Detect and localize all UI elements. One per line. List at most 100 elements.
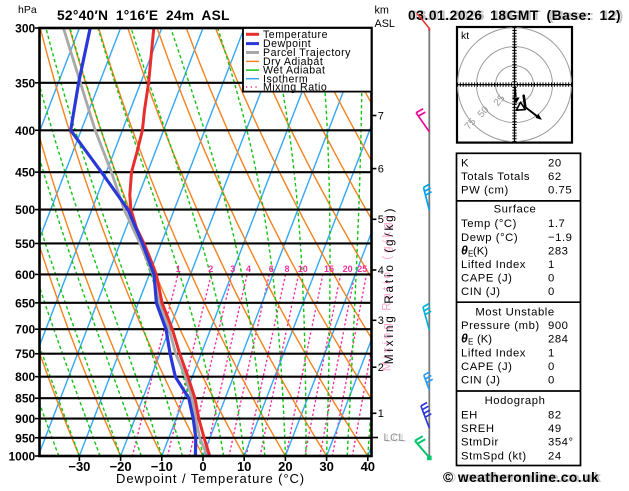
svg-text:LCL: LCL: [386, 433, 407, 445]
svg-text:7: 7: [378, 110, 384, 122]
svg-text:10: 10: [298, 264, 308, 274]
svg-text:Temperature: Temperature: [263, 29, 328, 41]
svg-text:1: 1: [176, 264, 181, 274]
svg-text:20: 20: [548, 157, 562, 169]
svg-text:283: 283: [548, 245, 569, 257]
svg-text:PW (cm): PW (cm): [461, 185, 509, 197]
svg-text:−1.9: −1.9: [548, 232, 573, 244]
svg-text:Dry Adiabat: Dry Adiabat: [263, 56, 323, 68]
svg-text:1: 1: [548, 347, 555, 359]
svg-text:0: 0: [548, 273, 555, 285]
svg-text:kt: kt: [461, 30, 469, 42]
svg-text:SREH: SREH: [461, 423, 495, 435]
svg-text:40: 40: [361, 459, 375, 474]
svg-text:30: 30: [319, 459, 333, 474]
svg-text:Dewpoint: Dewpoint: [263, 38, 311, 50]
svg-text:CIN (J): CIN (J): [461, 375, 501, 387]
svg-text:800: 800: [15, 370, 35, 384]
svg-text:© weatheronline.co.uk: © weatheronline.co.uk: [443, 470, 599, 485]
svg-text:(K): (K): [473, 245, 488, 257]
svg-text:ASL: ASL: [375, 18, 395, 30]
svg-text:3: 3: [378, 315, 384, 327]
svg-text:CAPE (J): CAPE (J): [461, 361, 512, 373]
svg-text:Lifted Index: Lifted Index: [461, 259, 526, 271]
svg-text:E: E: [468, 249, 473, 258]
svg-text:CIN (J): CIN (J): [461, 286, 501, 298]
svg-text:1: 1: [548, 259, 555, 271]
svg-text:650: 650: [15, 296, 35, 310]
svg-text:300: 300: [15, 22, 35, 36]
svg-text:1: 1: [378, 408, 384, 420]
svg-text:950: 950: [15, 431, 35, 445]
svg-text:CAPE (J): CAPE (J): [461, 273, 512, 285]
svg-text:Mixing Ratio (g/kg): Mixing Ratio (g/kg): [382, 206, 396, 365]
svg-text:Mixing Ratio: Mixing Ratio: [263, 82, 327, 94]
svg-text:550: 550: [15, 237, 35, 251]
svg-text:6: 6: [378, 164, 384, 176]
svg-text:15: 15: [324, 264, 334, 274]
svg-text:354°: 354°: [548, 437, 574, 449]
svg-text:750: 750: [15, 347, 35, 361]
svg-text:10: 10: [237, 459, 251, 474]
svg-text:2: 2: [208, 264, 213, 274]
svg-text:4: 4: [378, 265, 384, 277]
svg-text:62: 62: [548, 171, 562, 183]
svg-text:EH: EH: [461, 409, 478, 421]
svg-text:Surface: Surface: [494, 204, 537, 216]
svg-text:E: E: [468, 338, 473, 347]
svg-text:350: 350: [15, 76, 35, 90]
svg-text:0: 0: [548, 286, 555, 298]
svg-text:5: 5: [378, 214, 384, 226]
svg-text:Hodograph: Hodograph: [485, 395, 546, 407]
svg-text:03.01.2026 18GMT (Base: 12): 03.01.2026 18GMT (Base: 12): [408, 8, 621, 23]
svg-text:© weatheronline.co.uk: © weatheronline.co.uk: [446, 470, 602, 485]
svg-text:49: 49: [548, 423, 562, 435]
svg-text:600: 600: [15, 268, 35, 282]
svg-text:LCL: LCL: [384, 432, 405, 444]
svg-text:Pressure (mb): Pressure (mb): [461, 320, 540, 332]
svg-text:0: 0: [199, 459, 206, 474]
svg-text:StmDir: StmDir: [461, 437, 499, 449]
svg-text:1.7: 1.7: [548, 218, 565, 230]
svg-text:284: 284: [548, 334, 569, 346]
svg-text:24: 24: [548, 450, 562, 462]
svg-text:0: 0: [548, 361, 555, 373]
svg-text:450: 450: [15, 166, 35, 180]
svg-text:Most Unstable: Most Unstable: [475, 307, 554, 319]
svg-text:6: 6: [269, 264, 274, 274]
svg-text:0.75: 0.75: [548, 185, 572, 197]
svg-text:52°40′N 1°16′E 24m ASL: 52°40′N 1°16′E 24m ASL: [57, 8, 230, 23]
svg-text:θ: θ: [461, 332, 468, 346]
svg-text:−10: −10: [151, 459, 173, 474]
svg-text:θ: θ: [461, 243, 468, 257]
svg-text:(K): (K): [477, 334, 492, 346]
svg-text:8: 8: [284, 264, 289, 274]
svg-text:StmSpd (kt): StmSpd (kt): [461, 450, 527, 462]
svg-text:−20: −20: [110, 459, 132, 474]
svg-text:Parcel Trajectory: Parcel Trajectory: [263, 47, 351, 59]
svg-text:hPa: hPa: [18, 4, 37, 16]
svg-text:Temp (°C): Temp (°C): [461, 218, 517, 230]
svg-text:Wet Adiabat: Wet Adiabat: [263, 65, 325, 77]
svg-text:Dewpoint / Temperature (°C): Dewpoint / Temperature (°C): [116, 471, 305, 486]
svg-text:Isotherm: Isotherm: [263, 73, 308, 85]
svg-text:km: km: [375, 5, 389, 17]
svg-text:20: 20: [343, 264, 353, 274]
svg-text:3: 3: [230, 264, 235, 274]
svg-text:850: 850: [15, 392, 35, 406]
svg-text:Mixing Ratio (g/kg): Mixing Ratio (g/kg): [380, 213, 394, 372]
svg-text:900: 900: [548, 320, 569, 332]
svg-text:0: 0: [548, 375, 555, 387]
svg-text:K: K: [461, 157, 469, 169]
svg-text:25: 25: [357, 264, 367, 274]
svg-text:400: 400: [15, 124, 35, 138]
svg-text:Dewp (°C): Dewp (°C): [461, 232, 518, 244]
svg-text:500: 500: [15, 203, 35, 217]
svg-text:Lifted Index: Lifted Index: [461, 347, 526, 359]
svg-text:2: 2: [378, 362, 384, 374]
svg-text:20: 20: [278, 459, 292, 474]
svg-text:1000: 1000: [8, 450, 35, 464]
svg-text:Totals Totals: Totals Totals: [461, 171, 530, 183]
svg-text:900: 900: [15, 412, 35, 426]
svg-text:4: 4: [246, 264, 251, 274]
